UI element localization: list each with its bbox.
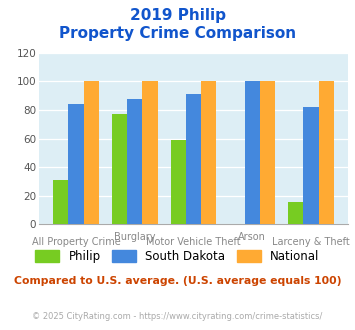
Bar [303, 107, 318, 224]
Text: 2019 Philip: 2019 Philip [130, 8, 225, 23]
Text: Larceny & Theft: Larceny & Theft [272, 237, 350, 247]
Legend: Philip, South Dakota, National: Philip, South Dakota, National [31, 245, 324, 268]
Text: Motor Vehicle Theft: Motor Vehicle Theft [146, 237, 241, 247]
Bar [260, 82, 275, 224]
Bar [201, 82, 217, 224]
Text: Compared to U.S. average. (U.S. average equals 100): Compared to U.S. average. (U.S. average … [14, 276, 341, 285]
Text: Arson: Arson [238, 232, 266, 242]
Bar [142, 82, 158, 224]
Bar [112, 114, 127, 224]
Bar [318, 82, 334, 224]
Text: All Property Crime: All Property Crime [32, 237, 120, 247]
Bar [127, 99, 142, 224]
Text: Burglary: Burglary [114, 232, 155, 242]
Bar [245, 82, 260, 224]
Bar [84, 82, 99, 224]
Text: © 2025 CityRating.com - https://www.cityrating.com/crime-statistics/: © 2025 CityRating.com - https://www.city… [32, 312, 323, 321]
Text: Property Crime Comparison: Property Crime Comparison [59, 26, 296, 41]
Bar [186, 94, 201, 224]
Bar [288, 202, 303, 224]
Bar [53, 180, 69, 224]
Bar [69, 104, 84, 224]
Bar [170, 140, 186, 224]
